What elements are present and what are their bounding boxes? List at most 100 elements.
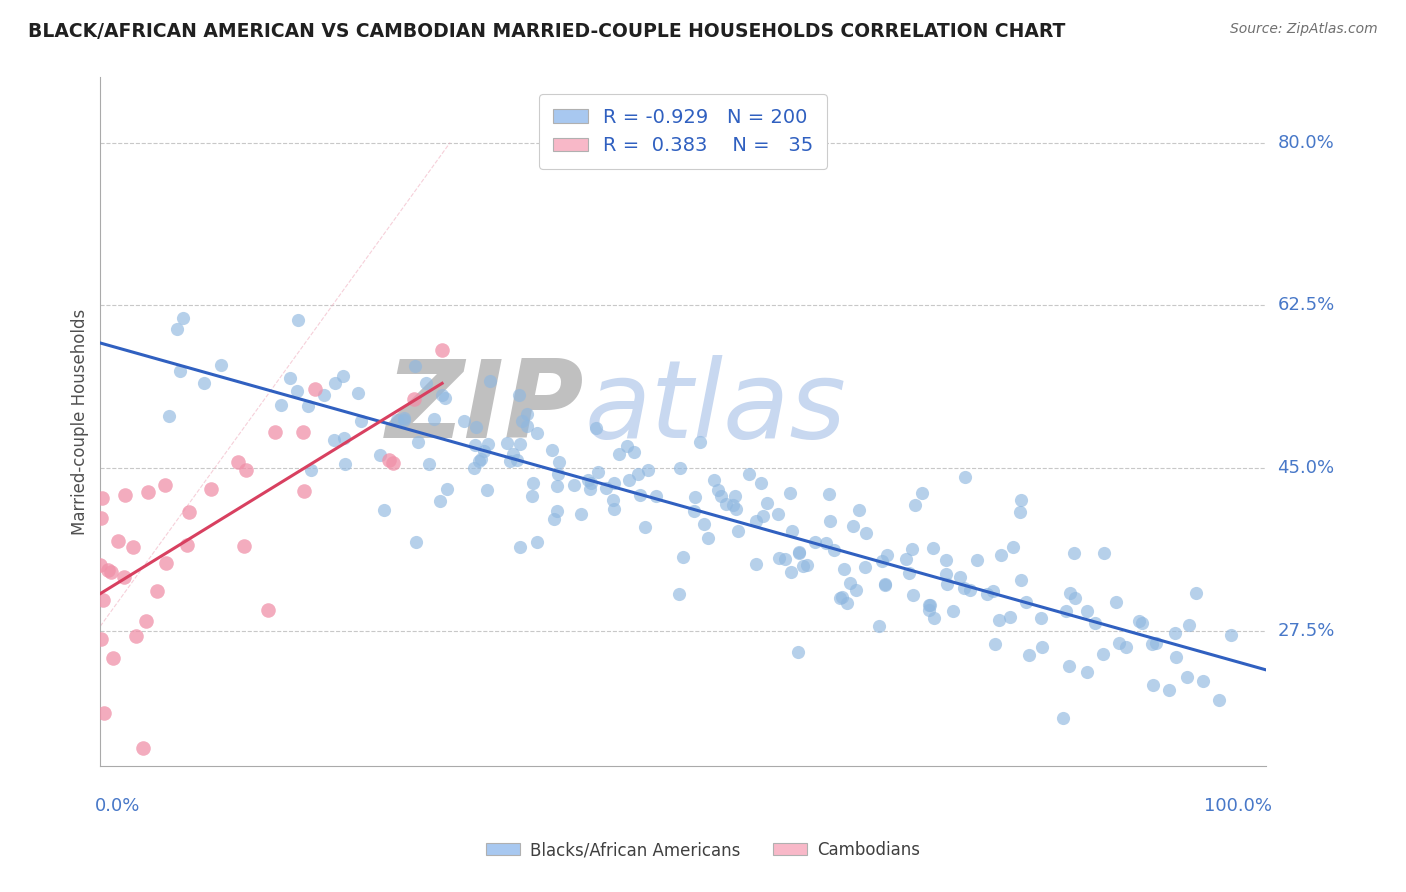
Point — [1076, 665, 1098, 679]
Point — [543, 512, 565, 526]
Legend: Blacks/African Americans, Cambodians: Blacks/African Americans, Cambodians — [479, 835, 927, 866]
Point — [136, 485, 159, 500]
Point — [291, 425, 314, 440]
Point — [263, 425, 285, 439]
Point — [998, 610, 1021, 624]
Point — [226, 455, 249, 469]
Point — [176, 538, 198, 552]
Point — [721, 498, 744, 512]
Point — [405, 535, 427, 549]
Point — [855, 525, 877, 540]
Point — [990, 548, 1012, 562]
Text: ZIP: ZIP — [385, 355, 585, 461]
Point — [155, 556, 177, 570]
Point — [464, 438, 486, 452]
Point — [623, 445, 645, 459]
Point — [901, 588, 924, 602]
Point — [703, 473, 725, 487]
Point — [1015, 595, 1038, 609]
Point — [627, 467, 650, 481]
Point — [1177, 617, 1199, 632]
Point — [347, 386, 370, 401]
Point — [285, 384, 308, 399]
Point — [738, 467, 761, 481]
Point — [418, 457, 440, 471]
Point — [752, 509, 775, 524]
Point — [787, 546, 810, 560]
Point — [522, 489, 544, 503]
Point — [796, 558, 818, 573]
Point — [966, 552, 988, 566]
Legend: R = -0.929   N = 200, R =  0.383    N =   35: R = -0.929 N = 200, R = 0.383 N = 35 — [540, 94, 827, 169]
Text: atlas: atlas — [585, 355, 846, 460]
Point — [935, 552, 957, 566]
Point — [335, 457, 357, 471]
Point — [586, 465, 609, 479]
Point — [333, 431, 356, 445]
Text: 62.5%: 62.5% — [1278, 296, 1334, 314]
Point — [780, 566, 803, 580]
Point — [394, 410, 416, 425]
Point — [1010, 574, 1032, 588]
Point — [522, 475, 544, 490]
Point — [373, 503, 395, 517]
Point — [146, 584, 169, 599]
Point — [1144, 636, 1167, 650]
Point — [845, 582, 868, 597]
Point — [745, 514, 768, 528]
Point — [831, 590, 853, 604]
Point — [121, 540, 143, 554]
Point — [988, 614, 1011, 628]
Point — [918, 603, 941, 617]
Point — [499, 454, 522, 468]
Text: 27.5%: 27.5% — [1278, 622, 1334, 640]
Point — [256, 603, 278, 617]
Point — [508, 388, 530, 402]
Point — [172, 311, 194, 326]
Point — [922, 611, 945, 625]
Point — [853, 560, 876, 574]
Point — [616, 439, 638, 453]
Point — [602, 476, 624, 491]
Point — [868, 619, 890, 633]
Point — [602, 492, 624, 507]
Point — [541, 443, 564, 458]
Point — [779, 486, 801, 500]
Point — [981, 583, 1004, 598]
Point — [576, 473, 599, 487]
Point — [209, 358, 232, 372]
Point — [1220, 627, 1243, 641]
Point — [1185, 585, 1208, 599]
Point — [91, 491, 114, 505]
Point — [983, 637, 1005, 651]
Point — [546, 479, 568, 493]
Point — [628, 488, 651, 502]
Point — [1054, 604, 1077, 618]
Point — [669, 460, 692, 475]
Point — [949, 570, 972, 584]
Point — [314, 387, 336, 401]
Point — [472, 444, 495, 458]
Point — [200, 482, 222, 496]
Point — [193, 376, 215, 390]
Point — [787, 645, 810, 659]
Point — [177, 505, 200, 519]
Point — [1057, 659, 1080, 673]
Point — [1092, 546, 1115, 560]
Point — [475, 483, 498, 497]
Point — [526, 534, 548, 549]
Point — [392, 413, 415, 427]
Point — [935, 567, 957, 582]
Point — [463, 461, 485, 475]
Point — [911, 486, 934, 500]
Point — [1175, 670, 1198, 684]
Point — [901, 542, 924, 557]
Point — [918, 598, 941, 612]
Point — [1029, 611, 1052, 625]
Point — [166, 322, 188, 336]
Point — [766, 507, 789, 521]
Point — [434, 391, 457, 405]
Point — [1010, 493, 1032, 508]
Point — [1208, 693, 1230, 707]
Point — [430, 343, 453, 357]
